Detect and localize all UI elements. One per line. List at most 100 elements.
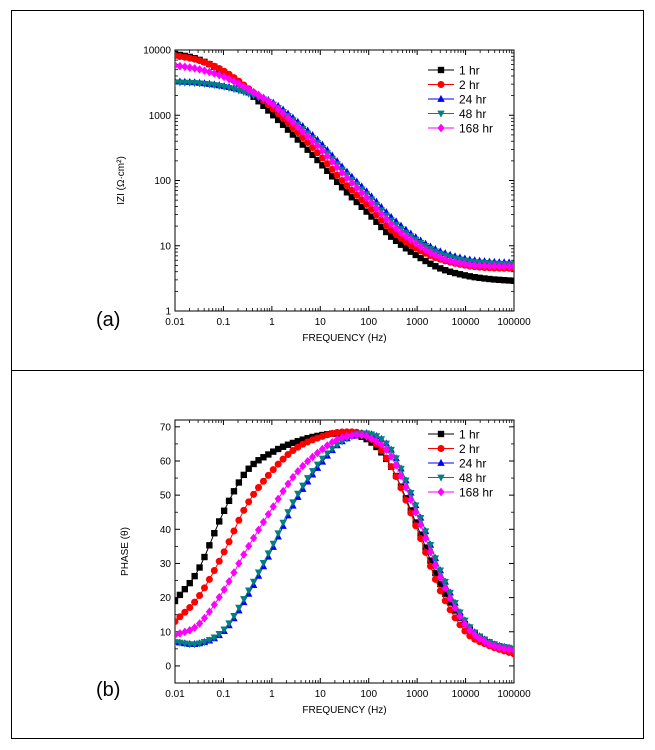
data-point bbox=[259, 517, 268, 527]
legend-marker bbox=[437, 474, 445, 482]
data-point bbox=[500, 644, 508, 653]
data-point bbox=[377, 209, 385, 219]
data-point bbox=[196, 564, 203, 571]
data-point bbox=[244, 587, 253, 595]
data-point bbox=[313, 141, 322, 150]
y-tick-label: 1 bbox=[165, 307, 171, 318]
data-point bbox=[225, 620, 233, 628]
data-point bbox=[176, 613, 184, 621]
data-point bbox=[225, 577, 233, 586]
data-point bbox=[230, 488, 238, 495]
data-point bbox=[200, 639, 209, 647]
data-point bbox=[461, 619, 469, 629]
data-point bbox=[304, 131, 312, 141]
data-point bbox=[264, 471, 272, 479]
data-point bbox=[485, 261, 494, 271]
data-point bbox=[284, 509, 292, 517]
data-point bbox=[294, 467, 302, 476]
data-point bbox=[216, 518, 223, 525]
series-2-hr bbox=[175, 428, 514, 658]
data-point bbox=[230, 568, 238, 577]
y-tick-label: 50 bbox=[160, 491, 172, 502]
data-point bbox=[407, 248, 415, 255]
data-point bbox=[274, 460, 282, 468]
data-point bbox=[240, 506, 248, 514]
data-point bbox=[284, 479, 292, 489]
data-point bbox=[387, 452, 395, 461]
data-point bbox=[417, 242, 425, 252]
data-point bbox=[250, 87, 258, 97]
panel-b: 0.01 0.1 1 10 100 1000 10000 100000 0 10 20 30 40 50 6… bbox=[96, 419, 531, 716]
data-point bbox=[186, 63, 194, 72]
data-point bbox=[195, 80, 204, 88]
data-point bbox=[397, 228, 405, 237]
data-point bbox=[353, 183, 361, 193]
plot-area bbox=[174, 419, 515, 684]
x-tick-label: 1000 bbox=[406, 689, 429, 700]
data-point bbox=[220, 72, 228, 82]
data-point bbox=[215, 592, 223, 602]
data-point bbox=[461, 259, 469, 269]
panel-label: (b) bbox=[96, 679, 120, 701]
data-point bbox=[299, 127, 307, 136]
data-point bbox=[480, 261, 489, 271]
data-point bbox=[235, 516, 243, 524]
data-point bbox=[505, 262, 513, 271]
data-point bbox=[200, 584, 208, 592]
data-point bbox=[279, 109, 287, 118]
data-point bbox=[201, 553, 208, 561]
data-point bbox=[303, 475, 312, 483]
data-point bbox=[510, 646, 514, 655]
data-point bbox=[441, 578, 449, 586]
legend-label: 168 hr bbox=[459, 486, 493, 500]
data-point bbox=[471, 630, 479, 640]
data-point bbox=[372, 204, 381, 213]
x-tick-label: 0.1 bbox=[216, 317, 230, 328]
data-point bbox=[313, 461, 322, 469]
data-point bbox=[343, 173, 351, 183]
data-point bbox=[387, 446, 395, 454]
y-tick-label: 40 bbox=[160, 525, 172, 536]
data-point bbox=[186, 79, 194, 87]
y-tick-label: 0 bbox=[165, 661, 171, 672]
data-point bbox=[416, 514, 425, 522]
data-point bbox=[284, 451, 292, 459]
data-point bbox=[210, 634, 219, 642]
data-point bbox=[240, 550, 248, 559]
y-tick-label: 60 bbox=[160, 456, 172, 467]
data-point bbox=[421, 533, 430, 543]
data-point bbox=[466, 260, 474, 270]
data-point bbox=[215, 82, 223, 90]
data-point bbox=[412, 507, 420, 517]
legend-marker bbox=[437, 66, 445, 74]
data-point bbox=[456, 258, 464, 268]
data-point bbox=[318, 146, 326, 155]
data-point bbox=[196, 592, 204, 600]
data-point bbox=[254, 569, 263, 577]
x-tick-label: 100000 bbox=[497, 317, 531, 328]
data-point bbox=[510, 262, 514, 271]
data-point bbox=[245, 541, 253, 551]
data-point bbox=[318, 444, 326, 454]
data-point bbox=[230, 612, 238, 620]
x-tick-label: 10 bbox=[315, 317, 327, 328]
data-point bbox=[480, 637, 489, 646]
y-tick-label: 20 bbox=[160, 593, 172, 604]
y-tick-label: 100 bbox=[154, 176, 171, 187]
data-point bbox=[200, 613, 209, 623]
data-point bbox=[431, 555, 440, 563]
data-point bbox=[225, 538, 233, 546]
data-point bbox=[211, 530, 218, 537]
data-point bbox=[250, 533, 258, 543]
data-point bbox=[333, 171, 341, 179]
data-point bbox=[382, 440, 390, 448]
data-point bbox=[446, 589, 454, 597]
data-point bbox=[269, 502, 277, 511]
data-point bbox=[402, 477, 410, 485]
data-point bbox=[358, 430, 366, 440]
data-point bbox=[181, 62, 189, 72]
data-point bbox=[446, 256, 454, 266]
data-point bbox=[269, 466, 277, 474]
data-point bbox=[426, 547, 435, 557]
data-point bbox=[426, 542, 435, 550]
